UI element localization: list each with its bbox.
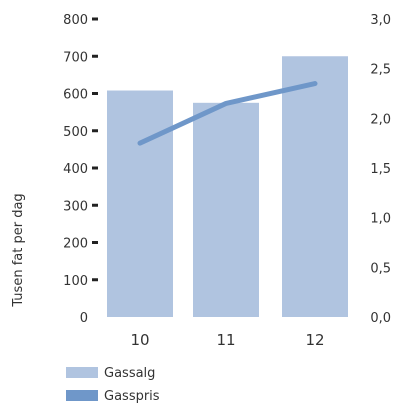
left-tick-mark bbox=[92, 92, 98, 95]
legend: Gassalg Gasspris bbox=[66, 366, 160, 403]
right-tick-label: 2,5 bbox=[370, 63, 391, 78]
left-tick-mark bbox=[92, 54, 98, 58]
right-tick-label: 0,5 bbox=[370, 261, 391, 276]
left-tick-mark bbox=[92, 241, 98, 244]
legend-swatch-gassalg bbox=[66, 367, 98, 378]
left-tick-label: 300 bbox=[63, 199, 88, 214]
left-tick-mark bbox=[92, 203, 98, 207]
bar-11 bbox=[193, 102, 259, 317]
left-tick-label: 200 bbox=[63, 237, 88, 252]
left-tick-label: 0 bbox=[80, 311, 88, 326]
x-axis: 10 11 12 bbox=[130, 331, 324, 349]
x-tick-label: 10 bbox=[130, 331, 149, 349]
right-axis: 0,0 0,5 1,0 1,5 2,0 2,5 3,0 bbox=[370, 13, 391, 326]
right-tick-label: 2,0 bbox=[370, 112, 391, 127]
left-tick-label: 600 bbox=[63, 88, 88, 103]
left-tick-label: 100 bbox=[63, 274, 88, 289]
left-axis: 0 100 200 300 400 500 600 700 800 bbox=[63, 13, 98, 326]
line-gasspris bbox=[137, 81, 318, 146]
legend-label: Gasspris bbox=[104, 389, 160, 403]
legend-label: Gassalg bbox=[104, 366, 155, 381]
y-axis-label: Tusen fat per dag bbox=[11, 193, 26, 307]
left-tick-label: 400 bbox=[63, 162, 88, 177]
left-tick-mark bbox=[92, 166, 98, 170]
right-tick-label: 1,5 bbox=[370, 162, 391, 177]
right-tick-label: 3,0 bbox=[370, 13, 391, 28]
left-tick-label: 700 bbox=[63, 50, 88, 65]
legend-swatch-gasspris bbox=[66, 390, 98, 401]
bar-12 bbox=[282, 56, 348, 317]
left-tick-label: 500 bbox=[63, 125, 88, 140]
x-tick-label: 11 bbox=[216, 331, 235, 349]
left-tick-label: 800 bbox=[63, 13, 88, 28]
left-tick-mark bbox=[92, 278, 98, 282]
bars bbox=[107, 56, 348, 318]
left-tick-mark bbox=[92, 129, 98, 133]
line-series bbox=[137, 81, 318, 146]
x-tick-label: 12 bbox=[305, 331, 324, 349]
right-tick-label: 1,0 bbox=[370, 212, 391, 227]
left-tick-mark bbox=[92, 17, 98, 21]
right-tick-label: 0,0 bbox=[370, 311, 391, 326]
bar-10 bbox=[107, 90, 173, 318]
